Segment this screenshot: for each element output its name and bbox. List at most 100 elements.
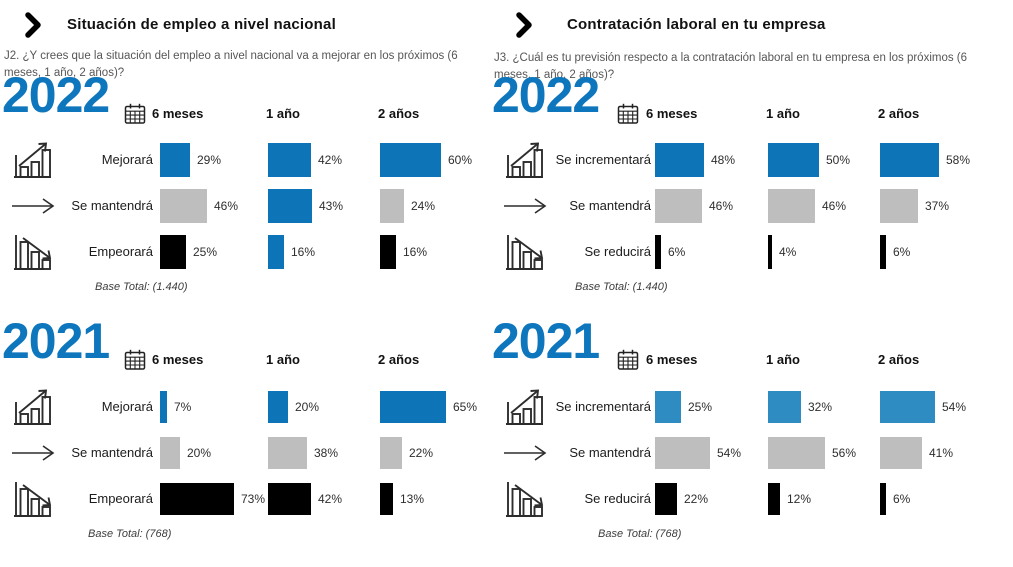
calendar-icon [124,349,146,371]
bar-value-label: 46% [214,199,239,213]
calendar-icon [617,103,639,125]
bar [655,143,704,177]
calendar-icon [124,103,146,125]
bar [880,189,918,223]
bar [380,189,404,223]
bar [768,235,772,269]
bar [380,391,446,423]
bar-value-label: 41% [929,446,954,460]
base-total: Base Total: (768) [88,528,172,540]
column-header: 2 años [378,352,420,367]
row-label: Se mantendrá [569,445,651,460]
bar-value-label: 24% [411,199,436,213]
bar [880,391,935,423]
base-total: Base Total: (768) [598,528,682,540]
bar-value-label: 60% [448,153,473,167]
bar [268,437,307,469]
year-label: 2021 [2,313,110,369]
base-total: Base Total: (1.440) [95,281,188,293]
bar-value-label: 13% [400,492,425,506]
bar-value-label: 65% [453,400,478,414]
bar-value-label: 43% [319,199,344,213]
bar [655,235,661,269]
bar [380,143,441,177]
panel-question: J3. ¿Cuál es tu previsión respecto a la … [494,52,968,81]
bar-value-label: 16% [291,245,316,259]
bar [268,391,288,423]
bar-value-label: 42% [318,492,343,506]
row-label: Empeorará [88,491,153,506]
arrow-right-icon [10,432,56,474]
panel-title: Contratación laboral en tu empresa [567,16,826,33]
bar-value-label: 20% [295,400,320,414]
column-header: 1 año [266,352,300,367]
year-label: 2022 [2,67,110,123]
bar [160,391,167,423]
bar [655,189,702,223]
column-header: 1 año [766,106,800,121]
arrow-right-icon [502,432,548,474]
bar [268,143,311,177]
bar-value-label: 37% [925,199,950,213]
year-label: 2021 [492,313,600,369]
row-label: Se reducirá [584,244,651,259]
bar [160,437,180,469]
bar [160,235,186,269]
bar [655,391,681,423]
year-blocks-1: 2022 6 meses 1 año 2 años Se incrementará 48%… [490,0,1013,567]
bar [655,437,710,469]
bar-value-label: 6% [893,492,911,506]
calendar-icon [617,349,639,371]
base-total: Base Total: (1.440) [575,281,668,293]
bar [160,189,207,223]
bar [768,483,780,515]
row-label: Mejorará [101,152,153,167]
chevron-right-icon [515,12,533,38]
row-label: Se mantendrá [569,198,651,213]
panel-question: J2. ¿Y crees que la situación del empleo… [4,50,458,79]
bar [880,235,886,269]
bar-value-label: 46% [709,199,734,213]
bar [160,483,234,515]
column-header: 6 meses [646,352,698,367]
bar-value-label: 42% [318,153,343,167]
column-header: 6 meses [646,106,698,121]
row-label: Se mantendrá [71,198,153,213]
column-header: 1 año [766,352,800,367]
bar-value-label: 32% [808,400,833,414]
chart-down-icon [502,478,548,520]
bar [880,437,922,469]
column-header: 2 años [378,106,420,121]
bar-value-label: 54% [942,400,967,414]
panel-employment-national: Situación de empleo a nivel nacional J2.… [0,0,490,567]
column-header: 6 meses [152,352,204,367]
panel-title: Situación de empleo a nivel nacional [67,16,336,33]
bar [768,143,819,177]
chart-up-icon [10,139,56,181]
row-label: Se reducirá [584,491,651,506]
bar [880,483,886,515]
bar-value-label: 6% [668,245,686,259]
bar-value-label: 48% [711,153,736,167]
bar-value-label: 22% [409,446,434,460]
bar-value-label: 25% [688,400,713,414]
chart-up-icon [10,386,56,428]
bar [268,235,284,269]
row-label: Se mantendrá [71,445,153,460]
bar-value-label: 50% [826,153,851,167]
bar-value-label: 6% [893,245,911,259]
bar [160,143,190,177]
bar-value-label: 29% [197,153,222,167]
row-label: Mejorará [101,399,153,414]
bar-value-label: 12% [787,492,812,506]
chart-down-icon [10,478,56,520]
chart-down-icon [10,231,56,273]
bar [768,437,825,469]
chart-up-icon [502,139,548,181]
bar-value-label: 73% [241,492,266,506]
bar [380,483,393,515]
row-label: Se incrementará [555,152,651,167]
column-header: 1 año [266,106,300,121]
bar-value-label: 4% [779,245,797,259]
